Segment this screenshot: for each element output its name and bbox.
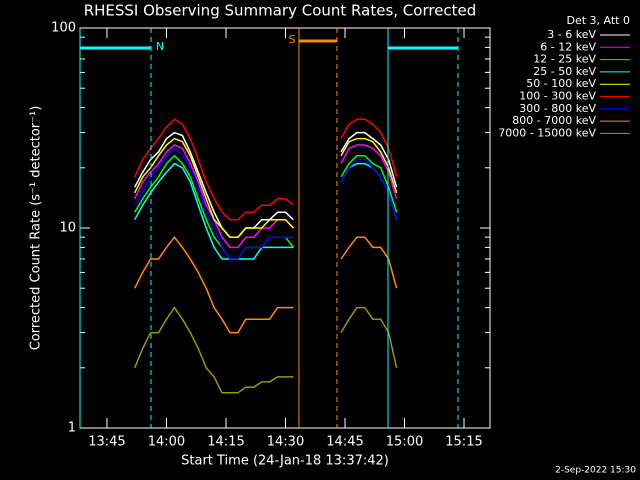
chart-title: RHESSI Observing Summary Count Rates, Co… <box>84 2 477 20</box>
x-tick-label: 14:15 <box>207 435 244 450</box>
series-line <box>340 154 398 213</box>
x-tick-label: 15:15 <box>445 435 482 450</box>
series-line <box>340 144 398 200</box>
series-line <box>134 306 294 394</box>
series-line <box>340 118 398 178</box>
legend-label: 100 - 300 keV <box>519 90 596 103</box>
x-tick-label: 15:00 <box>386 435 423 450</box>
series-line <box>134 147 294 260</box>
y-tick-label: 10 <box>59 221 76 236</box>
x-tick-label: 14:45 <box>326 435 363 450</box>
legend-label: 50 - 100 keV <box>526 77 596 90</box>
x-tick-label: 14:00 <box>148 435 185 450</box>
series-line <box>134 131 294 238</box>
x-tick-label: 13:45 <box>88 435 125 450</box>
series-line <box>340 137 398 194</box>
legend-title: Det 3, Att 0 <box>567 14 631 27</box>
series-line <box>340 158 398 220</box>
x-tick-label: 14:30 <box>267 435 304 450</box>
series-line <box>340 236 398 289</box>
series-line <box>134 235 294 334</box>
legend-label: 12 - 25 keV <box>533 53 596 66</box>
legend-label: 800 - 7000 keV <box>512 114 596 127</box>
y-axis-label: Corrected Count Rate (s⁻¹ detector⁻¹) <box>29 106 44 351</box>
legend-label: 25 - 50 keV <box>533 65 596 78</box>
y-tick-label: 1 <box>68 421 76 436</box>
x-axis-label: Start Time (24-Jan-18 13:37:42) <box>181 454 389 469</box>
series-line <box>134 162 294 260</box>
interval-label: N <box>156 40 164 53</box>
legend-label: 3 - 6 keV <box>547 28 596 41</box>
legend-label: 6 - 12 keV <box>540 40 596 53</box>
series-line <box>134 137 294 238</box>
legend-label: 7000 - 15000 keV <box>498 126 596 139</box>
y-tick-label: 100 <box>51 21 76 36</box>
interval-label: S <box>288 33 295 46</box>
series-line <box>134 118 294 221</box>
series-line <box>340 306 398 368</box>
legend-label: 300 - 800 keV <box>519 102 596 115</box>
footer-date: 2-Sep-2022 15:30 <box>555 466 636 476</box>
series-line <box>340 131 398 188</box>
